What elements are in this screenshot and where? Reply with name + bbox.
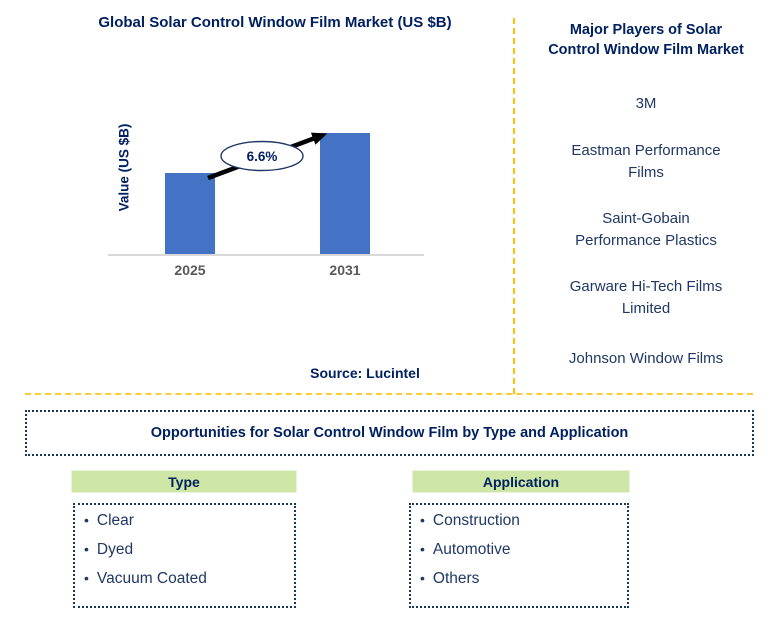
application-item-automotive: Automotive [432, 541, 511, 558]
bullet-icon: • [420, 570, 425, 586]
bullet-icon: • [420, 512, 425, 528]
horizontal-divider [25, 393, 753, 395]
application-list: • Construction • Automotive • Others [409, 503, 629, 608]
chart-title: Global Solar Control Window Film Market … [98, 14, 452, 31]
bullet-icon: • [84, 570, 89, 586]
application-item-construction: Construction [432, 512, 520, 529]
bullet-icon: • [420, 541, 425, 557]
opportunities-heading: Opportunities for Solar Control Window F… [150, 425, 629, 441]
type-item-vacuum-coated: Vacuum Coated [96, 570, 207, 587]
growth-arrow [207, 132, 328, 181]
vertical-divider [513, 18, 515, 394]
list-item: • Others [420, 570, 627, 599]
player-item-3m: 3M [635, 95, 657, 112]
x-tick-2025: 2025 [174, 262, 206, 278]
source-label: Source: Lucintel [310, 365, 420, 381]
application-header-label: Application [482, 473, 560, 490]
growth-percent-label: 6.6% [247, 149, 278, 164]
player-item-eastman: Eastman Performance Films [571, 142, 721, 181]
bar-2031 [320, 133, 370, 254]
player-item-garware: Garware Hi-Tech Films Limited [569, 278, 723, 317]
type-list: • Clear • Dyed • Vacuum Coated [73, 503, 296, 608]
list-item: • Clear [84, 512, 294, 541]
major-players-section: Major Players of Solar Control Window Fi… [518, 0, 774, 395]
bullet-icon: • [84, 512, 89, 528]
list-item: • Automotive [420, 541, 627, 570]
x-axis-line [108, 254, 424, 256]
opportunities-banner: Opportunities for Solar Control Window F… [25, 410, 754, 456]
application-header: Application [412, 470, 630, 493]
bar-2025 [165, 173, 215, 254]
type-item-dyed: Dyed [96, 541, 134, 558]
growth-annotation: 6.6% [207, 132, 328, 181]
application-item-others: Others [432, 570, 480, 587]
list-item: • Dyed [84, 541, 294, 570]
type-header: Type [71, 470, 297, 493]
y-axis-label: Value (US $B) [116, 123, 132, 212]
type-header-label: Type [168, 473, 200, 490]
player-item-johnson: Johnson Window Films [568, 350, 724, 367]
growth-ellipse [220, 140, 304, 172]
player-item-saint-gobain: Saint-Gobain Performance Plastics [575, 210, 717, 249]
list-item: • Construction [420, 512, 627, 541]
x-tick-2031: 2031 [329, 262, 361, 278]
players-heading: Major Players of Solar Control Window Fi… [548, 22, 744, 58]
type-item-clear: Clear [96, 512, 134, 529]
bullet-icon: • [84, 541, 89, 557]
list-item: • Vacuum Coated [84, 570, 294, 599]
